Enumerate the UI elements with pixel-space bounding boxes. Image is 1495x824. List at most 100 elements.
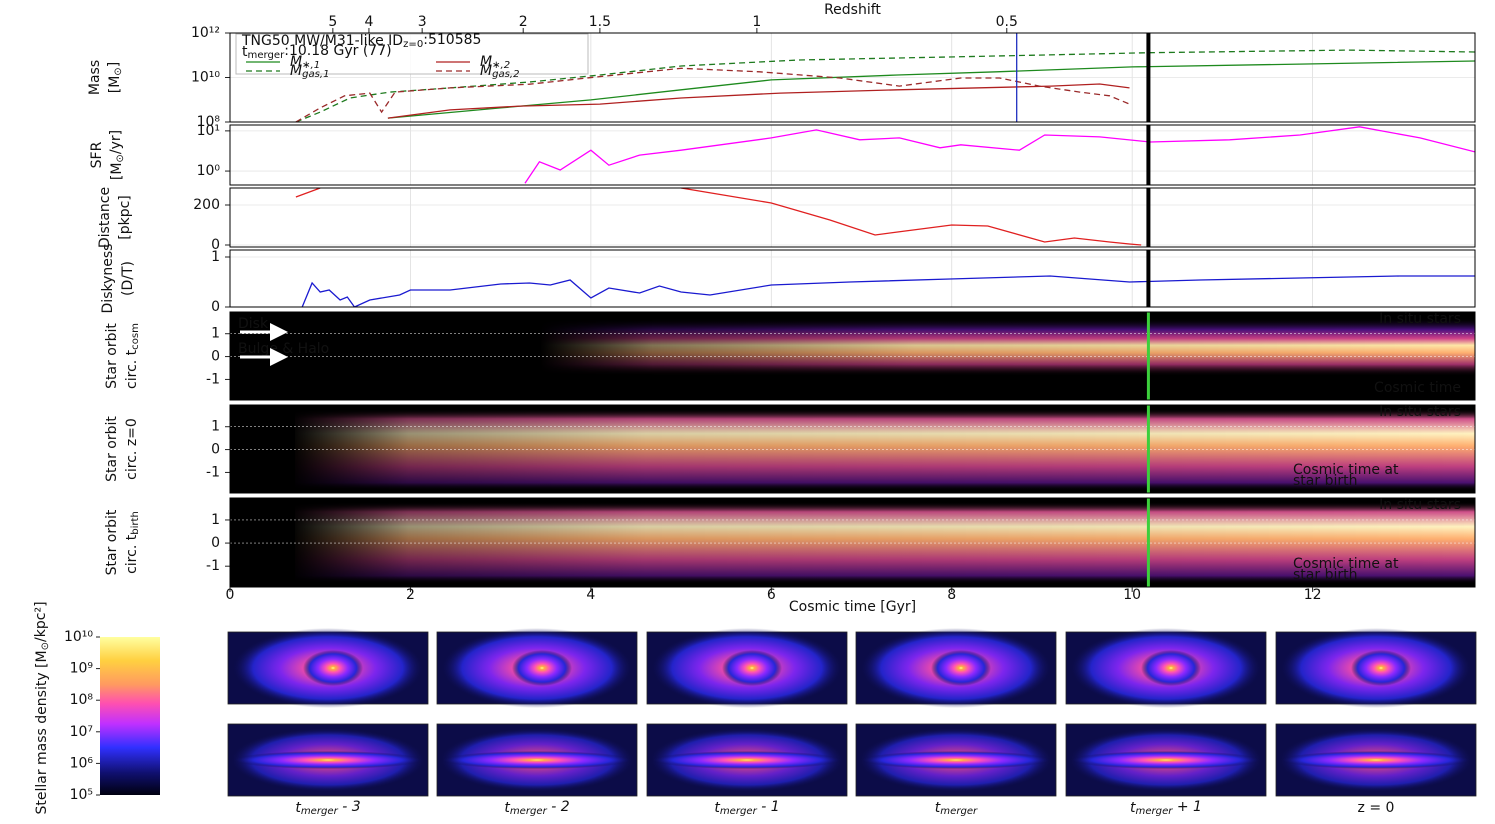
series-line	[295, 188, 1142, 246]
y-axis-label: Star orbit	[104, 509, 120, 575]
y-tick-label: 0	[211, 349, 220, 365]
panel-frame	[229, 497, 1476, 588]
y-tick-label: 0	[211, 535, 220, 551]
y-tick-label: 1	[211, 249, 220, 265]
galaxy-disk	[1071, 751, 1261, 769]
text-part: circ. t	[124, 349, 140, 389]
series-line	[301, 275, 1475, 307]
legend-label: Mgas,1	[290, 63, 330, 80]
x2-tick-label: 2	[519, 14, 528, 30]
x2-tick-label: 3	[418, 14, 427, 30]
image-label: tmerger + 1	[1130, 799, 1202, 817]
text-part: M	[290, 63, 302, 79]
y-axis-label: (D/T)	[120, 261, 136, 296]
panel-frame	[229, 311, 1476, 401]
y-axis-label: Diskyness	[100, 244, 116, 314]
text-part: Stellar mass density [M	[34, 650, 50, 814]
colorbar-tick-label: 10⁹	[70, 661, 94, 677]
y-tick-label: 10⁰	[197, 163, 221, 179]
subscript: merger	[1136, 806, 1174, 817]
subscript: merger	[510, 806, 548, 817]
text-part: :510585	[423, 32, 481, 48]
x-tick-label: 10	[1123, 587, 1141, 603]
text-part: :10.18 Gyr (77)	[284, 43, 391, 59]
legend-title: TNG50 MW/M31-like IDz=0:510585	[241, 32, 481, 50]
x-tick-label: 0	[226, 587, 235, 603]
image-label: z = 0	[1358, 800, 1395, 816]
subscript: z=0	[403, 39, 423, 50]
image-label: tmerger - 1	[714, 799, 779, 817]
y-axis-label: [pkpc]	[117, 195, 133, 240]
legend-box	[235, 33, 589, 75]
y-tick-label: 1	[211, 326, 220, 342]
galaxy-core	[1141, 650, 1201, 686]
image-label: tmerger	[935, 800, 978, 817]
text-part: t	[1130, 800, 1136, 816]
y-tick-label: 0	[211, 442, 220, 458]
galaxy-core	[1351, 650, 1411, 686]
y-axis-label: Star orbit	[104, 416, 120, 482]
text-part: t	[504, 800, 510, 816]
y-tick-label: 10¹²	[191, 25, 220, 41]
subscript: ⊙	[113, 67, 124, 75]
text-part: t	[935, 800, 941, 816]
annotation: Disk	[238, 316, 269, 332]
subscript: birth	[130, 511, 141, 535]
panel-label: In situ stars	[1379, 311, 1461, 327]
subscript: merger	[301, 806, 339, 817]
y-tick-label: 10¹	[197, 123, 220, 139]
image-label: tmerger - 3	[295, 799, 360, 817]
text-part: - 2	[547, 799, 570, 815]
galaxy-core	[931, 650, 991, 686]
text-part: /yr]	[108, 130, 124, 154]
x-tick-label: 12	[1304, 587, 1322, 603]
y-tick-label: -1	[206, 464, 220, 480]
colorbar-label: Stellar mass density [M⊙/kpc²]	[33, 601, 51, 814]
subscript: ∗,1	[302, 60, 320, 71]
y-tick-label: -1	[206, 558, 220, 574]
galaxy-core	[722, 650, 782, 686]
panel-frame	[229, 32, 1476, 123]
x2-tick-label: 4	[364, 14, 373, 30]
series-line	[524, 126, 1475, 184]
x2-tick-label: 1.5	[589, 14, 611, 30]
text-part: t	[714, 800, 720, 816]
galaxy-disk	[233, 751, 423, 769]
series-line	[295, 67, 1130, 122]
text-part: + 1	[1172, 799, 1202, 815]
text-part: [M	[109, 163, 125, 181]
text-part: /kpc²]	[33, 601, 49, 641]
text-part: [M	[107, 76, 123, 94]
text-part: M	[290, 54, 302, 70]
heatmap-density	[540, 318, 1475, 376]
y-axis-label: Star orbit	[104, 323, 120, 389]
subscript: ⊙	[40, 642, 51, 650]
x2-axis-label: Redshift	[824, 2, 881, 18]
series-line	[387, 83, 1130, 119]
colorbar-tick-label: 10⁶	[70, 755, 94, 771]
x-tick-label: 2	[406, 587, 415, 603]
y-axis-label: Distance	[97, 187, 113, 248]
y-tick-label: 1	[211, 512, 220, 528]
text-part: TNG50 MW/M31-like ID	[241, 33, 403, 49]
y-axis-label: [M⊙/yr]	[108, 130, 126, 180]
y-tick-label: 1	[211, 419, 220, 435]
x-axis-label: Cosmic time [Gyr]	[789, 599, 916, 615]
text-part: - 3	[338, 799, 361, 815]
subscript: gas,2	[492, 69, 519, 80]
x2-tick-label: 0.5	[996, 14, 1018, 30]
x2-tick-label: 1	[752, 14, 761, 30]
y-axis-label: circ. tcosm	[124, 323, 141, 389]
y-tick-label: 0	[211, 299, 220, 315]
panel-frame	[229, 124, 1476, 186]
x-tick-label: 8	[947, 587, 956, 603]
subscript: ⊙	[115, 154, 126, 162]
text-part: M	[480, 54, 492, 70]
series-line	[387, 60, 1475, 119]
x-tick-label: 6	[767, 587, 776, 603]
legend-label: Mgas,2	[480, 63, 520, 80]
panel-frame	[229, 187, 1476, 248]
galaxy-disk	[861, 751, 1051, 769]
subscript: merger	[720, 806, 758, 817]
y-tick-label: 10¹⁰	[191, 70, 220, 86]
